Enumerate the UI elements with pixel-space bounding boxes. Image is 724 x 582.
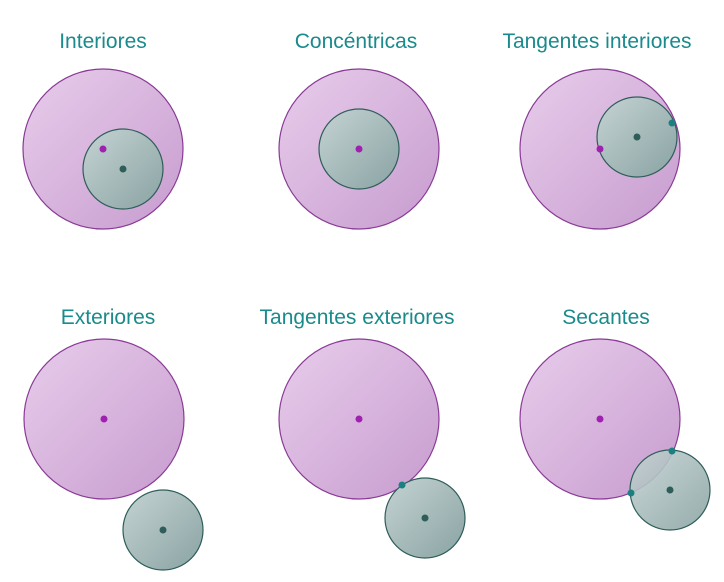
small-circle-center: [159, 526, 167, 534]
intersection-point: [668, 447, 676, 455]
panel-title: Tangentes exteriores: [259, 306, 455, 329]
small-circle-center: [119, 165, 127, 173]
large-circle-center: [99, 145, 107, 153]
intersection-point: [627, 489, 635, 497]
panel-title: Interiores: [59, 30, 147, 53]
small-circle-center: [421, 514, 429, 522]
tangent-point: [668, 119, 676, 127]
large-circle-center: [596, 415, 604, 423]
panel-title: Secantes: [562, 306, 650, 329]
panel-title: Tangentes interiores: [502, 30, 692, 53]
small-circle-center: [633, 133, 641, 141]
large-circle-center: [355, 415, 363, 423]
small-circle-center: [666, 486, 674, 494]
figure-interiores: [22, 68, 184, 230]
panel-title: Exteriores: [60, 306, 156, 329]
large-circle-center: [100, 415, 108, 423]
figure-tangentes-exteriores: [278, 338, 466, 559]
figure-tangentes-interiores: [519, 68, 681, 230]
figure-secantes: [519, 338, 711, 531]
shared-center: [355, 145, 363, 153]
figure-concentricas: [278, 68, 440, 230]
figure-exteriores: [23, 338, 204, 571]
large-circle-center: [596, 145, 604, 153]
panel-title: Concéntricas: [294, 30, 418, 53]
tangent-point: [398, 481, 406, 489]
